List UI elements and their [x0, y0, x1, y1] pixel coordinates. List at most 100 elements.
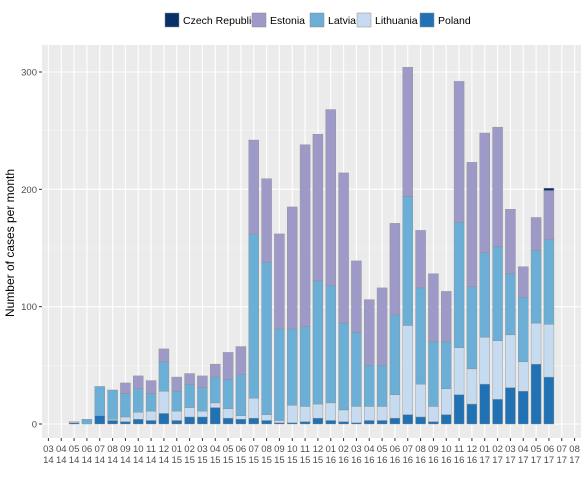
bar-segment-estonia [299, 144, 311, 327]
bar-segment-latvia [389, 314, 401, 395]
x-tick-label-year: 14 [82, 455, 93, 466]
x-tick-label-year: 15 [171, 455, 182, 466]
bar-segment-poland [466, 403, 478, 425]
bar-segment-latvia [158, 361, 170, 392]
bar-segment-estonia [184, 373, 195, 385]
x-tick-label-year: 16 [441, 455, 452, 466]
x-tick-label-year: 15 [236, 455, 247, 466]
x-tick-label-year: 14 [120, 455, 131, 466]
x-tick-label-year: 16 [415, 455, 426, 466]
x-tick-label-month: 08 [569, 444, 580, 455]
legend-label: Poland [438, 15, 471, 27]
bar-segment-lithuania [428, 406, 439, 422]
x-tick-label-year: 16 [325, 455, 336, 466]
bar-segment-poland [171, 420, 182, 425]
bar-segment-poland [338, 421, 349, 425]
bar-segment-latvia [505, 273, 516, 336]
bar-segment-estonia [274, 233, 285, 330]
x-tick-label-month: 04 [364, 444, 375, 455]
bar-segment-latvia [376, 365, 388, 407]
x-tick-label-year: 15 [274, 455, 285, 466]
bar-segment-latvia [428, 341, 439, 407]
x-tick-label-month: 09 [120, 444, 131, 455]
legend: Czech Republic Estonia Latvia Lithuania Pola… [164, 12, 471, 28]
bar-segment-estonia [235, 346, 247, 375]
bar-segment-lithuania [492, 340, 503, 400]
legend-label: Lithuania [375, 15, 418, 27]
bar-segment-estonia [466, 162, 478, 287]
y-tick-label: 300 [21, 68, 37, 79]
bar-segment-estonia [325, 109, 336, 286]
bar-segment-latvia [210, 376, 221, 404]
x-axis: 0314041405140614071408140914101411141214… [43, 438, 580, 466]
bar-segment-poland [505, 387, 516, 425]
legend-swatch [309, 12, 325, 28]
x-tick-label-month: 12 [159, 444, 170, 455]
legend-swatch [356, 12, 372, 28]
x-tick-label-year: 17 [544, 455, 555, 466]
bar-segment-latvia [441, 341, 452, 390]
bar-segment-poland [133, 419, 144, 425]
y-tick-label: 200 [21, 185, 37, 196]
bar-segment-estonia [453, 81, 465, 223]
bar-segment-latvia [466, 286, 478, 370]
x-tick-label-month: 03 [43, 444, 54, 455]
bar-segment-poland [364, 420, 375, 425]
bar-segment-lithuania [402, 325, 413, 415]
x-tick-label-year: 14 [107, 455, 118, 466]
bar-segment-latvia [248, 233, 259, 399]
bar-segment-latvia [81, 419, 93, 425]
bar-segment-latvia [133, 388, 144, 413]
bar-segment-estonia [505, 209, 516, 275]
bar-segment-estonia [171, 376, 182, 392]
bar-segment-lithuania [158, 390, 170, 414]
bar-segment-latvia [351, 332, 362, 407]
x-tick-label-year: 14 [146, 455, 157, 466]
bar-segment-latvia [518, 297, 529, 363]
bar-segment-latvia [299, 326, 311, 407]
x-tick-label-year: 15 [261, 455, 272, 466]
legend-swatch [251, 12, 267, 28]
x-tick-label-month: 04 [210, 444, 221, 455]
bar-segment-latvia [222, 379, 234, 409]
bar-segment-latvia [171, 390, 182, 412]
bar-segment-latvia [453, 221, 465, 348]
bar-segment-lithuania [338, 409, 349, 422]
bar-segment-poland [402, 414, 413, 425]
bar-segment-lithuania [210, 402, 221, 408]
bar-segment-lithuania [120, 416, 131, 422]
bar-segment-lithuania [441, 388, 452, 415]
bar-segment-latvia [325, 285, 336, 404]
x-tick-label-year: 16 [467, 455, 478, 466]
y-tick-label: 100 [21, 302, 37, 313]
bar-segment-latvia [338, 322, 349, 411]
bar-segment-lithuania [235, 415, 247, 420]
x-tick-label-month: 02 [184, 444, 195, 455]
bar-segment-lithuania [376, 406, 388, 421]
x-tick-label-year: 15 [223, 455, 234, 466]
bar-segment-lithuania [248, 397, 259, 419]
bar-segment-estonia [479, 132, 490, 253]
bar-segment-estonia [312, 133, 324, 282]
bar-segment-lithuania [274, 420, 285, 424]
bar-segment-lithuania [415, 383, 426, 418]
bar-segment-poland [479, 383, 490, 425]
x-tick-label-year: 14 [56, 455, 67, 466]
x-tick-label-month: 11 [300, 444, 310, 455]
bar-segment-czech-republic [543, 187, 555, 191]
bar-segment-lithuania [543, 324, 555, 378]
bar-segment-poland [261, 420, 272, 425]
bar-segment-latvia [543, 239, 555, 325]
x-tick-label-month: 12 [313, 444, 324, 455]
bar-segment-estonia [428, 273, 439, 343]
x-tick-label-month: 04 [56, 444, 67, 455]
bar-segment-estonia [402, 67, 413, 197]
bar-segment-estonia [415, 230, 426, 289]
x-tick-label-year: 14 [94, 455, 105, 466]
bar-segment-latvia [145, 393, 157, 412]
x-tick-label-month: 06 [236, 444, 247, 455]
bar-segment-estonia [287, 206, 298, 330]
bar-segment-lithuania [184, 407, 195, 418]
bar-segment-poland [197, 416, 208, 425]
x-tick-label-month: 05 [223, 444, 234, 455]
